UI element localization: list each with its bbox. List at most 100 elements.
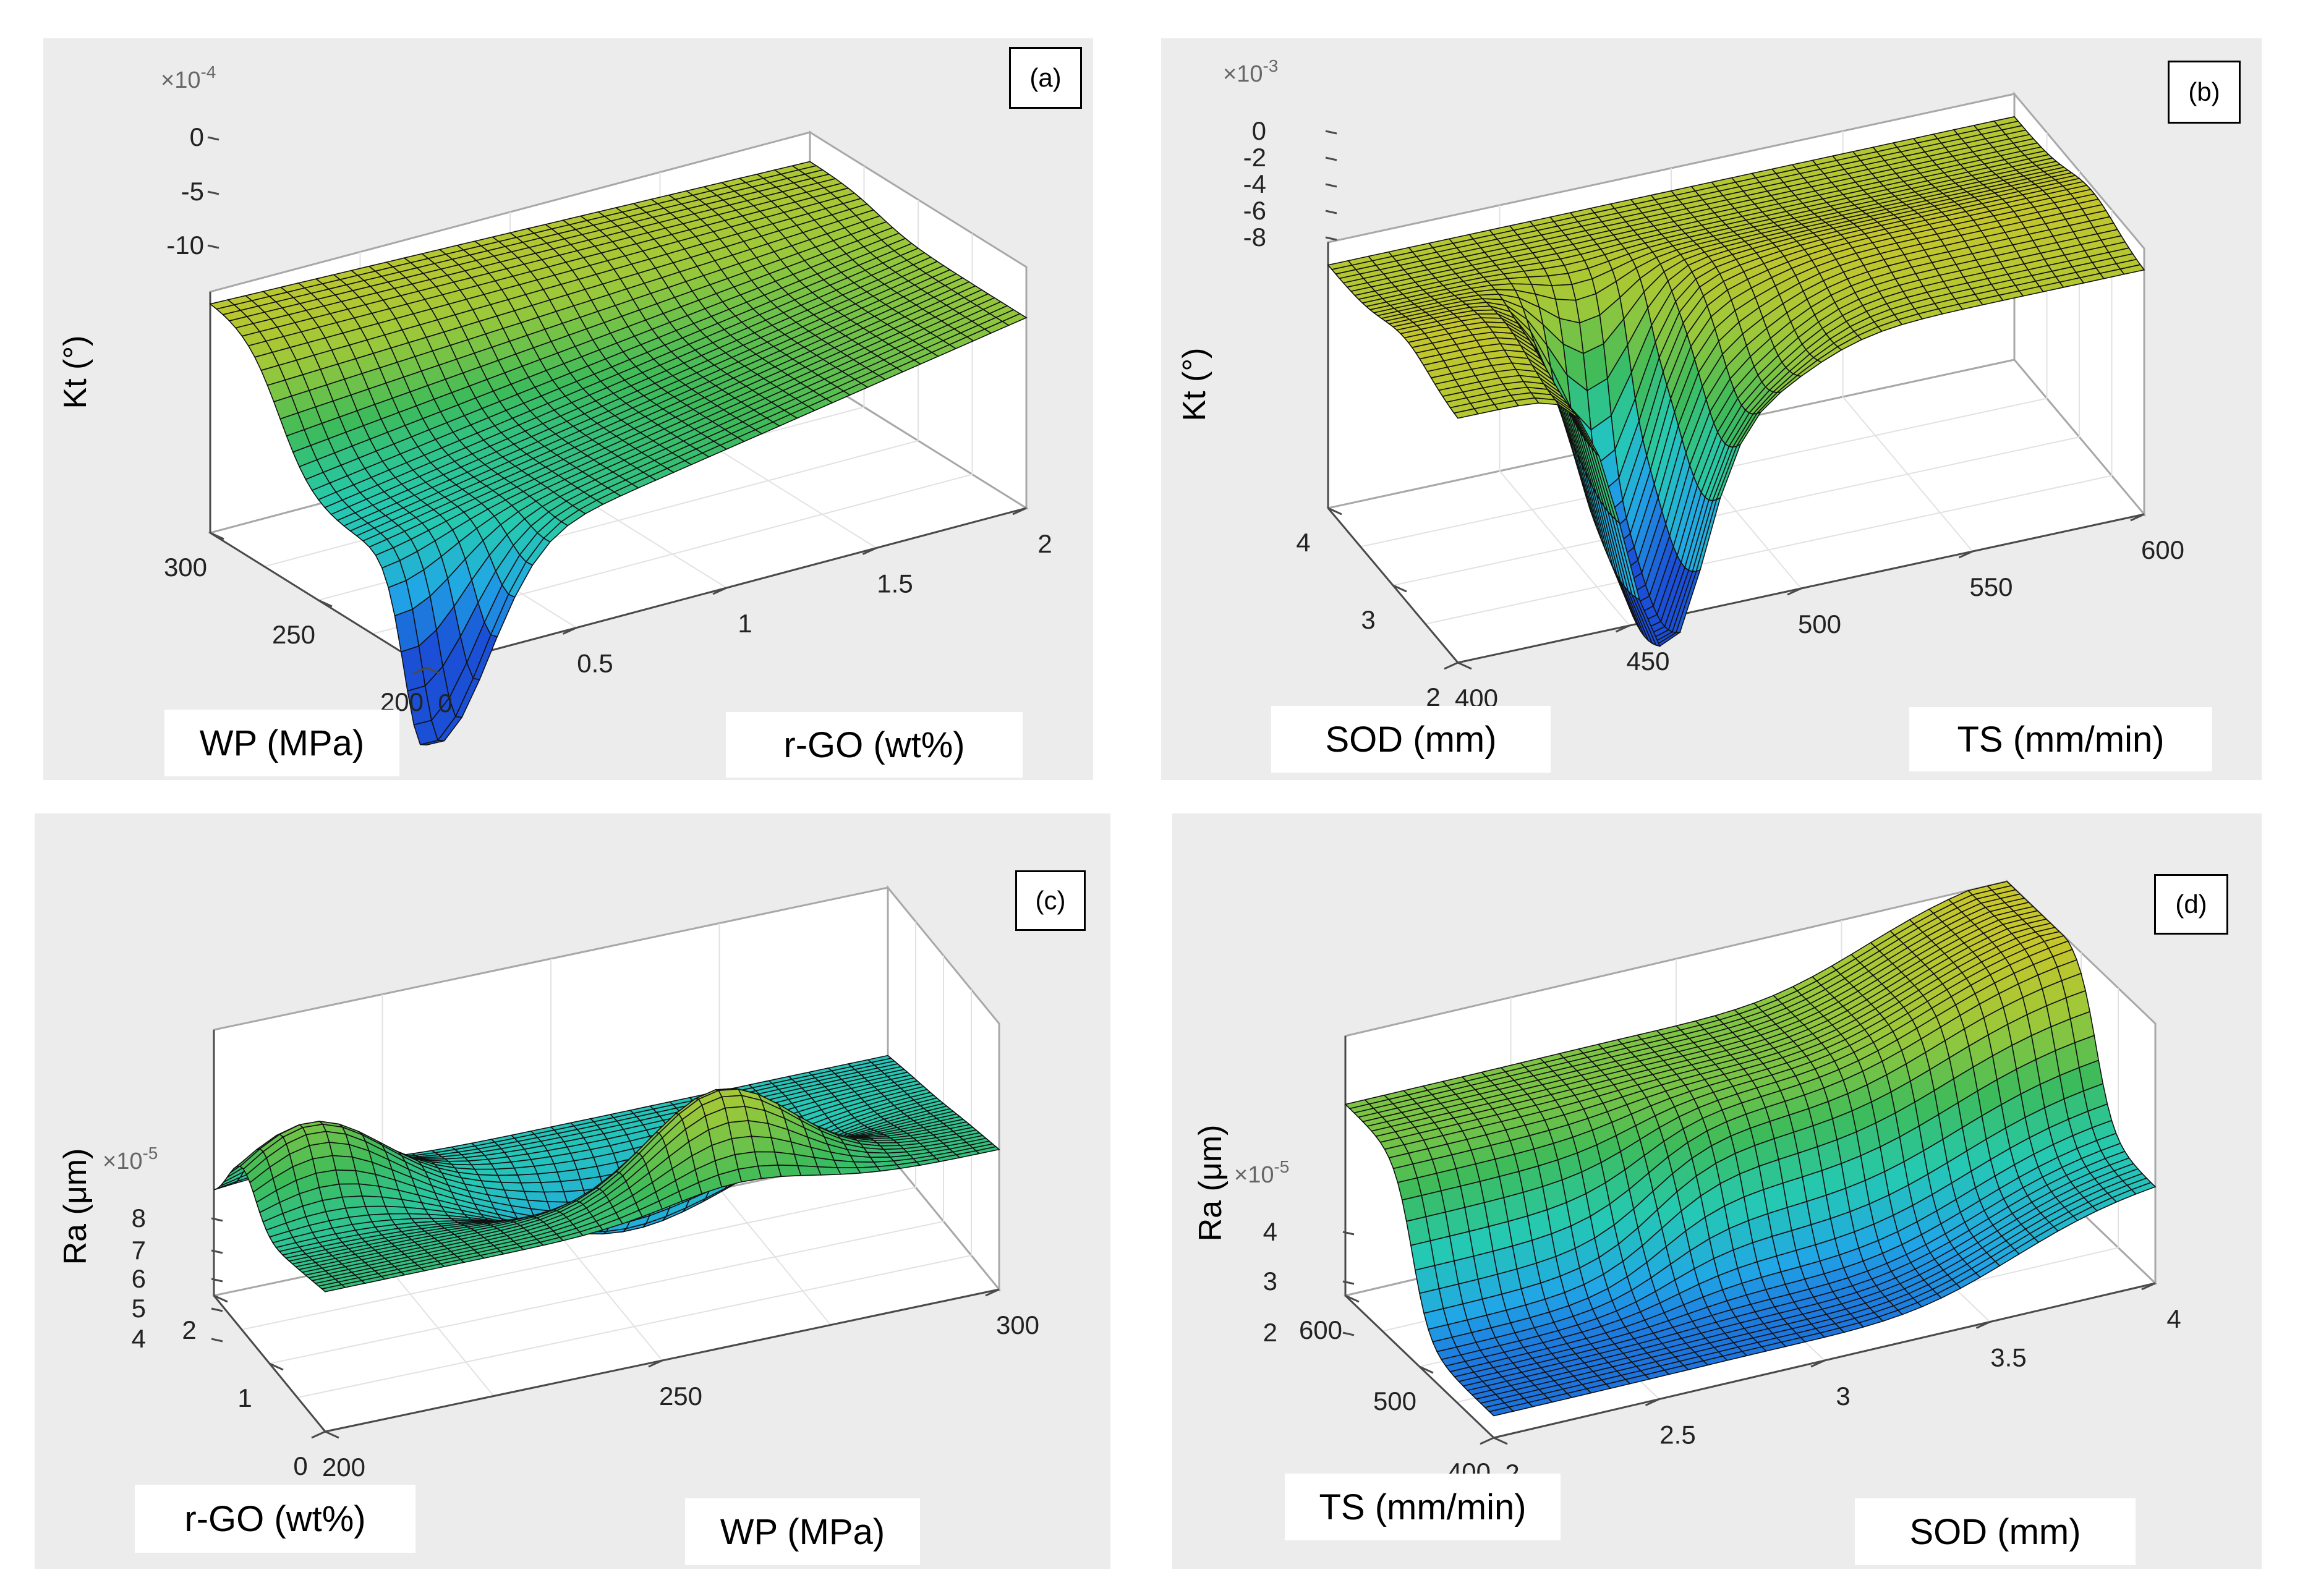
right-tick-label: 3.5 <box>1990 1343 2026 1372</box>
surface-patch <box>728 1120 752 1139</box>
right-tick <box>1958 550 1974 559</box>
left-tick-label: 2 <box>182 1315 196 1344</box>
z-tick-label: 3 <box>1263 1267 1277 1296</box>
right-tick-label: 1 <box>738 609 752 638</box>
right-tick-label: 3 <box>1836 1382 1850 1411</box>
left-tick <box>213 1294 228 1303</box>
left-tick <box>1345 1294 1360 1303</box>
surface-patch <box>361 1195 386 1207</box>
surface-patch <box>751 1135 775 1153</box>
surface-patch <box>1405 1216 1431 1246</box>
left-tick-label: 500 <box>1373 1386 1416 1416</box>
z-tick-label: 4 <box>1263 1217 1277 1246</box>
left-tick <box>1457 661 1472 670</box>
right-tick-label: 200 <box>322 1453 365 1482</box>
z-tick <box>1325 210 1337 214</box>
right-tick-label: 0.5 <box>577 649 613 678</box>
z-tick-label: 2 <box>1263 1318 1277 1347</box>
surface-patch <box>796 1165 822 1176</box>
left-tick-label: 3 <box>1361 605 1375 634</box>
surface-plot-d: ×10-543260050040022.533.54 <box>1234 879 2181 1488</box>
panel-label-b: (b) <box>2168 61 2241 124</box>
z-tick-label: 0 <box>190 122 204 151</box>
panel-label-d: (d) <box>2154 874 2228 935</box>
right-tick <box>712 587 727 595</box>
z-scale-label: ×10-3 <box>1223 56 1278 87</box>
right-tick-label: 300 <box>996 1310 1039 1339</box>
right-tick <box>1615 624 1630 633</box>
right-tick <box>562 627 577 635</box>
right-tick <box>1810 1359 1825 1368</box>
left-tick-label: 250 <box>272 620 315 649</box>
z-tick-label: 8 <box>132 1203 146 1233</box>
panel-d: ×10-543260050040022.533.54 (d) Ra (μm) T… <box>1172 813 2262 1569</box>
z-tick-label: -4 <box>1243 169 1266 198</box>
panel-b: ×10-3 0 -2 -4 -6 -8 4 3 2 400 450 500 550 600 (b) Kt … <box>1161 38 2262 780</box>
left-tick-label: 600 <box>1299 1315 1342 1344</box>
left-tick-label: 0 <box>293 1451 307 1480</box>
right-tick <box>1975 1321 1991 1329</box>
right-tick <box>648 1359 663 1368</box>
surface-patch <box>320 1284 346 1293</box>
surface-patch <box>470 1163 496 1170</box>
z-scale-label: ×10-5 <box>103 1144 158 1174</box>
surface-mesh <box>1344 881 2157 1417</box>
z-axis-label-d: Ra (μm) <box>1193 1124 1229 1242</box>
right-tick-label: 600 <box>2141 535 2184 564</box>
right-tick-label: 450 <box>1626 647 1669 676</box>
z-tick <box>211 1338 223 1343</box>
z-scale-exponent: -5 <box>1274 1157 1289 1176</box>
z-tick <box>1342 1231 1355 1236</box>
right-tick-label: 2 <box>1037 529 1052 558</box>
right-tick-label: 500 <box>1798 609 1841 639</box>
right-tick <box>311 1430 326 1439</box>
z-scale-exponent: -5 <box>142 1144 158 1163</box>
z-tick-label: 7 <box>132 1236 146 1265</box>
right-axis-label-a: r-GO (wt%) <box>726 712 1023 778</box>
right-tick <box>1480 1437 1494 1445</box>
surface-patch <box>1488 1406 1515 1417</box>
panel-c: ×10-5 8 7 6 5 4 2 1 0 200 250 300 (c) Ra (μm) r-GO … <box>35 813 1110 1569</box>
z-scale-label: ×10-5 <box>1234 1157 1289 1188</box>
right-tick-label: 550 <box>1969 572 2012 601</box>
left-tick <box>1327 507 1342 516</box>
left-tick-label: 300 <box>164 553 207 582</box>
right-tick <box>1645 1398 1660 1406</box>
left-tick <box>210 532 224 540</box>
surface-patch <box>754 1151 779 1167</box>
z-tick <box>211 1278 223 1283</box>
surface-patch <box>724 1106 749 1123</box>
right-tick <box>1012 507 1027 516</box>
surface-patch <box>331 1155 357 1171</box>
surface-patch <box>737 1165 762 1183</box>
z-tick <box>207 136 219 141</box>
left-tick <box>1419 1365 1434 1374</box>
z-tick-label: 5 <box>132 1294 146 1323</box>
z-tick-label: -5 <box>181 177 204 206</box>
z-tick-label: -8 <box>1243 223 1266 252</box>
z-tick <box>211 1249 223 1254</box>
surface-patch <box>560 1179 584 1192</box>
left-tick <box>318 599 333 608</box>
z-tick-label: -6 <box>1243 196 1266 225</box>
z-axis-label-c: Ra (μm) <box>58 1148 93 1265</box>
surface-mesh <box>213 1055 1000 1293</box>
left-tick <box>325 1430 339 1439</box>
surface-patch <box>493 1167 519 1176</box>
surface-patch <box>757 1165 782 1179</box>
z-axis-label-a: Kt (°) <box>58 335 93 409</box>
z-tick-label: -2 <box>1243 143 1266 172</box>
left-tick <box>1493 1437 1508 1445</box>
right-tick <box>1787 587 1802 596</box>
z-axis-label-b: Kt (°) <box>1177 347 1212 422</box>
z-tick-label: 4 <box>132 1324 146 1353</box>
right-tick <box>985 1288 1000 1297</box>
z-tick <box>1325 130 1337 135</box>
z-tick <box>1325 156 1337 161</box>
surface-patch <box>773 1151 799 1166</box>
surface-patch <box>777 1165 802 1178</box>
z-tick-label: 0 <box>1252 116 1266 145</box>
